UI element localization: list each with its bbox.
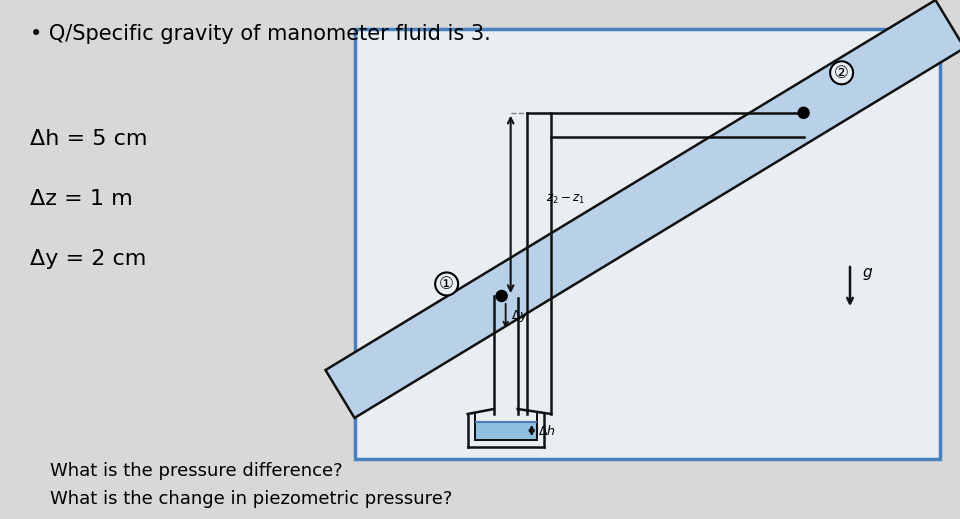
Text: $z_2 - z_1$: $z_2 - z_1$: [545, 193, 585, 206]
Circle shape: [496, 291, 507, 302]
Circle shape: [798, 107, 809, 118]
Bar: [475, 421, 536, 439]
Text: $\Delta y$: $\Delta y$: [511, 308, 529, 324]
Text: • Q/Specific gravity of manometer fluid is 3.: • Q/Specific gravity of manometer fluid …: [30, 24, 491, 44]
Text: Δy = 2 cm: Δy = 2 cm: [30, 249, 146, 269]
Text: $\Delta h$: $\Delta h$: [538, 424, 555, 438]
Text: What is the change in piezometric pressure?: What is the change in piezometric pressu…: [50, 490, 452, 508]
Bar: [355, 29, 940, 459]
Text: What is the pressure difference?: What is the pressure difference?: [50, 462, 343, 480]
Text: $g$: $g$: [862, 266, 873, 282]
Polygon shape: [325, 0, 960, 418]
Text: Δh = 5 cm: Δh = 5 cm: [30, 129, 148, 149]
Text: ②: ②: [834, 64, 849, 82]
Text: ①: ①: [440, 275, 454, 293]
Text: Δz = 1 m: Δz = 1 m: [30, 189, 132, 209]
